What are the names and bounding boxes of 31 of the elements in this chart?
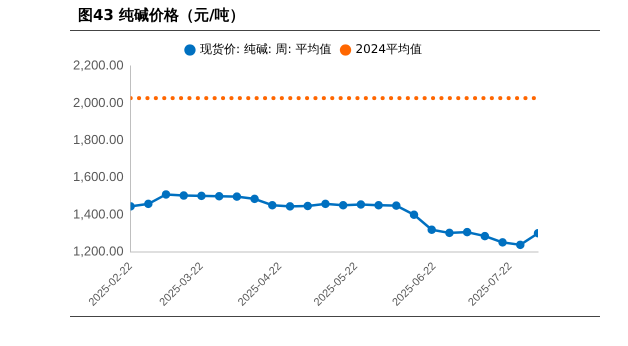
point [268, 200, 277, 210]
chart-title: 图43 纯碱价格（元/吨） [78, 6, 245, 25]
point [356, 200, 366, 209]
point [162, 190, 170, 199]
y-tick-label: 2,000.00 [72, 94, 124, 110]
point [144, 200, 153, 208]
point [286, 202, 294, 211]
y-tick-label: 2,200.00 [72, 58, 124, 73]
point [462, 228, 472, 236]
point [410, 210, 418, 219]
point [250, 194, 259, 204]
point [516, 240, 525, 250]
point [498, 238, 507, 247]
legend-label: 现货价: 纯碱: 周: 平均值 [200, 42, 332, 56]
point [480, 232, 490, 240]
point [232, 192, 242, 201]
point [197, 192, 206, 200]
y-tick-label: 1,600.00 [72, 169, 124, 184]
point [374, 200, 383, 210]
legend-label: 2024平均值 [356, 42, 422, 56]
point [303, 202, 312, 210]
y-tick-label: 1,800.00 [72, 132, 124, 147]
y-tick-label: 1,200.00 [72, 243, 124, 258]
point [321, 200, 330, 208]
point [427, 226, 436, 234]
point [179, 191, 188, 200]
point [338, 200, 348, 210]
point [445, 228, 454, 238]
y-tick-label: 1,400.00 [72, 206, 124, 222]
point [214, 192, 224, 201]
point [392, 201, 401, 210]
